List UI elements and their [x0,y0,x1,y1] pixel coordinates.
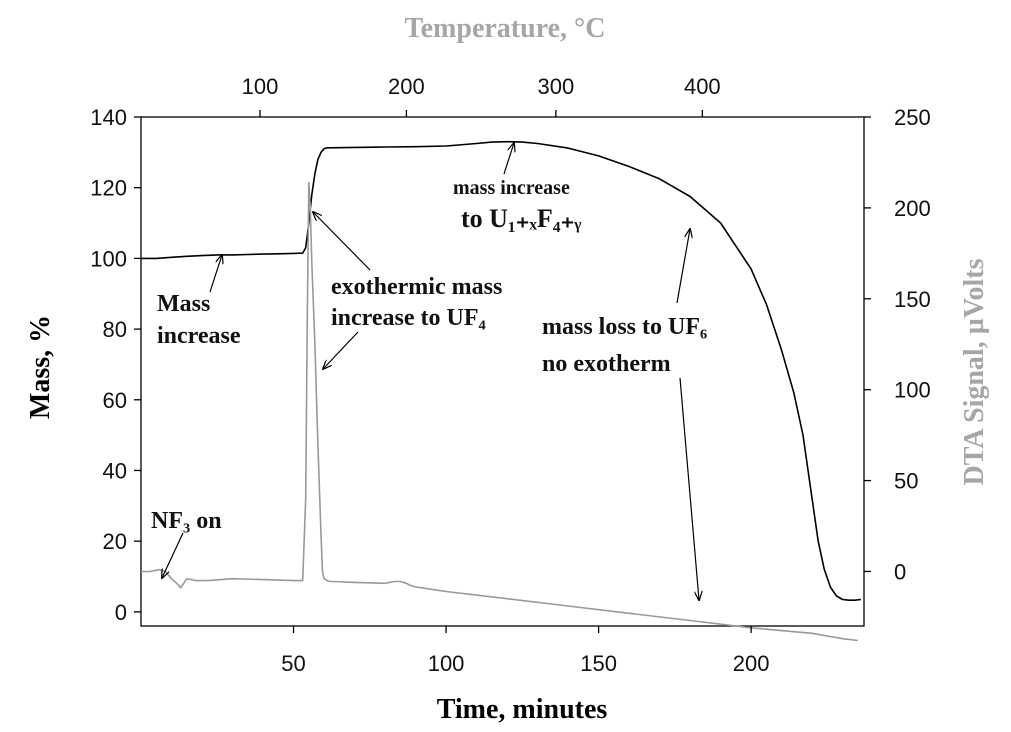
x2-tick-label: 100 [242,74,279,99]
annotation-arrow [679,377,699,600]
x2-tick-label: 400 [684,74,721,99]
annotation-nf3-on: NF₃ on [151,508,222,578]
annotation-arrow [162,532,184,578]
y-tick-label: 120 [90,176,127,201]
annotation-text: NF₃ on [151,508,222,534]
y-tick-label: 140 [90,105,127,130]
y-tick-label: 60 [103,388,127,413]
annotation-text: increase [157,323,241,349]
annotation-arrow [676,229,690,304]
annotation-mass-increase: Mass increase [157,255,241,349]
annotation-mass-loss: mass loss to UF₆ no exotherm [542,229,707,600]
y-tick-label: 40 [103,458,127,483]
annotation-arrow [313,212,371,271]
y2-tick-label: 250 [894,105,931,130]
y-tick-label: 20 [103,529,127,554]
annotation-text: exothermic mass [331,274,502,300]
y-tick-label: 0 [115,600,127,625]
y2-axis-title: DTA Signal, µVolts [959,258,990,485]
x-tick-label: 100 [428,651,465,676]
y-axis-title: Mass, % [25,315,56,419]
annotation-exothermic: exothermic mass increase to UF₄ [313,212,502,369]
annotation-text: mass loss to UF₆ [542,314,707,340]
series-layer [141,140,861,642]
y2-tick-label: 50 [894,469,918,494]
x-axis-title: Time, minutes [437,694,608,725]
x-tick-label: 50 [281,651,305,676]
plot-frame [140,116,865,627]
annotation-mass-increase-u: mass increase to U₁₊ₓF₄₊ᵧ [453,143,582,233]
tick-layer: 0 20 40 60 80 100 120 140 0 50 100 150 200 250 50 100 15… [90,74,930,676]
annotation-text: Mass [157,291,210,317]
x2-tick-label: 200 [388,74,425,99]
plot-area-border [140,116,865,627]
series-line-dta [141,181,858,642]
series-line-mass [141,140,861,601]
annotation-text: increase to UF₄ [331,305,486,331]
annotation-text: mass increase [453,177,570,199]
annotation-text: no exotherm [542,351,671,377]
x2-tick-label: 300 [538,74,575,99]
y2-tick-label: 150 [894,287,931,312]
annotation-text: to U₁₊ₓF₄₊ᵧ [461,204,582,233]
y2-tick-label: 200 [894,196,931,221]
top-axis-title: Temperature, °C [405,13,606,44]
annotation-arrow [503,143,514,175]
x-tick-label: 200 [733,651,770,676]
annotation-arrow [209,255,222,293]
y-tick-label: 100 [90,246,127,271]
y2-tick-label: 0 [894,559,906,584]
annotation-arrow [323,331,359,369]
x-tick-label: 150 [580,651,617,676]
y-tick-label: 80 [103,317,127,342]
y2-tick-label: 100 [894,378,931,403]
